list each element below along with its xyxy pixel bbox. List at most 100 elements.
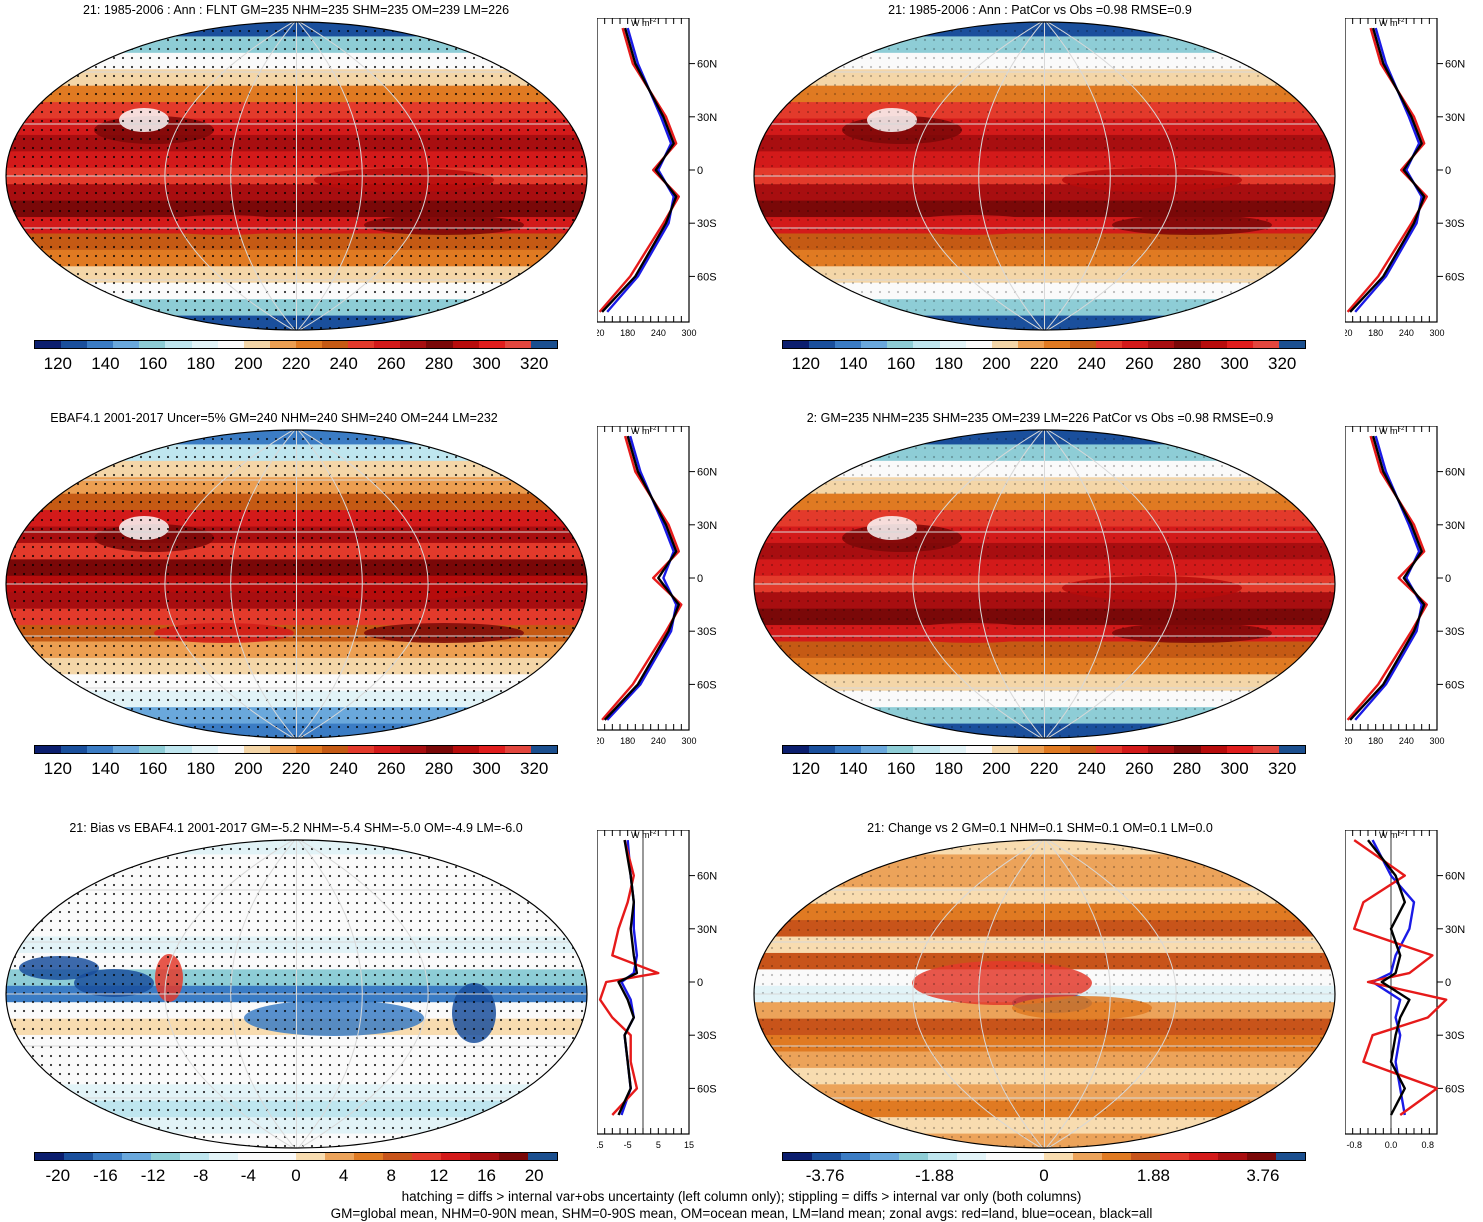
zonal-x-tick-label: 240	[651, 736, 666, 746]
zonal-x-tick-label: -5	[624, 1140, 632, 1150]
map-outline	[753, 21, 1336, 331]
colorbar-swatch	[35, 341, 62, 348]
zonal-series-all	[603, 435, 681, 721]
colorbar-tick-label: 180	[934, 759, 963, 778]
zonal-unit-label: W m	[631, 830, 650, 840]
colorbar-tick-label: 200	[982, 759, 1011, 778]
zonal-x-tick-label: 120	[1345, 736, 1353, 746]
colorbar-swatch	[452, 341, 479, 348]
colorbar-swatch	[1276, 1153, 1305, 1160]
zonal-series-land	[1352, 839, 1448, 1116]
map-outline	[5, 429, 588, 739]
panel-title: 21: 1985-2006 : Ann : PatCor vs Obs =0.9…	[888, 3, 1192, 17]
zonal-mean-plot: W m-2 60N 30N 0 30S 60S 120 180 240 300	[1345, 426, 1465, 746]
colorbar-tick-label: 140	[839, 354, 868, 373]
colorbar-swatch	[191, 746, 218, 753]
zonal-x-tick-label: 120	[1345, 328, 1353, 338]
colorbar-tick-label: -8	[193, 1166, 209, 1185]
colorbar-swatch	[1252, 341, 1279, 348]
colorbar-swatch	[939, 746, 966, 753]
colorbar-swatch	[426, 746, 453, 753]
colorbar-tick-label: 120	[791, 354, 820, 373]
colorbar-tick-label: 320	[519, 759, 549, 778]
colorbar-tick-label: 20	[524, 1166, 544, 1185]
zonal-series-all	[1349, 27, 1426, 313]
colorbar-tick-label: 160	[886, 354, 916, 373]
zonal-mean-plot: W m -2 60N 30N 0 30S 60S -0.8 0.0 0.8	[1345, 830, 1465, 1150]
world-map	[5, 429, 588, 739]
colorbar-tick-label: 260	[377, 759, 406, 778]
zonal-series-all	[617, 839, 639, 1116]
colorbar-tick-label: 140	[839, 759, 868, 778]
colorbar-swatch	[809, 746, 836, 753]
colorbar-swatch	[243, 341, 270, 348]
colorbar-swatch	[1148, 341, 1175, 348]
colorbar-tick-label: 320	[1267, 759, 1297, 778]
colorbar-tick-label: 180	[934, 354, 963, 373]
zonal-lat-label: 0	[1445, 165, 1451, 177]
colorbar-tick-label: 240	[1077, 354, 1106, 373]
colorbar-tick-label: 120	[43, 759, 72, 778]
panel-title: 21: 1985-2006 : Ann : FLNT GM=235 NHM=23…	[82, 3, 510, 17]
colorbar-swatch	[965, 341, 992, 348]
colorbar-swatch	[783, 1153, 812, 1160]
colorbar-swatch	[1174, 746, 1201, 753]
colorbar-swatch	[957, 1153, 986, 1160]
world-map	[5, 839, 588, 1149]
colorbar-tick-label: 0	[1039, 1166, 1049, 1185]
colorbar-swatch	[1278, 341, 1305, 348]
zonal-lat-label: 60S	[697, 679, 717, 691]
colorbar-swatch	[348, 341, 375, 348]
colorbar-swatch	[835, 746, 862, 753]
colorbar-tick-label: 140	[91, 354, 120, 373]
colorbar-tick-label: 280	[424, 759, 454, 778]
zonal-lat-label: 30N	[1445, 924, 1465, 936]
zonal-unit-label: W m	[631, 426, 650, 436]
colorbar-swatch	[238, 1153, 267, 1160]
zonal-lat-label: 30N	[1445, 520, 1465, 532]
colorbar-tick-label: 280	[1172, 354, 1202, 373]
colorbar-swatch	[35, 1153, 64, 1160]
colorbar-swatch	[835, 341, 862, 348]
colorbar-swatch	[322, 746, 349, 753]
zonal-lat-label: 30S	[697, 218, 717, 230]
colorbar-swatch	[1102, 1153, 1131, 1160]
colorbar-tick-label: -20	[45, 1166, 71, 1185]
colorbar-swatch	[1226, 341, 1253, 348]
zonal-unit-superscript: -2	[651, 426, 657, 432]
zonal-unit-superscript: -2	[1399, 18, 1405, 24]
colorbar-swatch	[991, 746, 1018, 753]
colorbar-swatch	[139, 746, 166, 753]
zonal-unit-superscript: -2	[651, 18, 657, 24]
colorbar-tick-label: 320	[519, 354, 549, 373]
colorbar-tick-label: 220	[1029, 354, 1059, 373]
colorbar-swatch	[1189, 1153, 1218, 1160]
zonal-x-tick-label: 300	[681, 328, 696, 338]
zonal-x-tick-label: 15	[684, 1140, 694, 1150]
colorbar-swatch	[61, 341, 88, 348]
zonal-lat-label: 0	[697, 573, 703, 585]
zonal-series-all	[1349, 435, 1426, 721]
colorbar-swatch	[1131, 1153, 1160, 1160]
zonal-unit-superscript: -2	[651, 830, 657, 836]
colorbar-tick-label: 300	[472, 759, 501, 778]
colorbar-swatch	[139, 341, 166, 348]
colorbar-swatch	[122, 1153, 151, 1160]
panel-title: EBAF4.1 2001-2017 Uncer=5% GM=240 NHM=24…	[50, 411, 498, 425]
zonal-lat-label: 30S	[1445, 626, 1465, 638]
colorbar-swatch	[452, 746, 479, 753]
zonal-x-tick-label: 300	[1429, 328, 1444, 338]
colorbar-swatch	[1218, 1153, 1247, 1160]
zonal-series-land	[598, 839, 660, 1116]
world-map	[753, 429, 1336, 739]
colorbar-swatch	[1252, 746, 1279, 753]
colorbar-tick-label: 260	[377, 354, 406, 373]
zonal-lat-label: 60N	[697, 59, 717, 71]
colorbar-tick-label: 260	[1125, 354, 1154, 373]
colorbar-swatch	[783, 341, 810, 348]
colorbar-swatch	[325, 1153, 354, 1160]
zonal-lat-label: 30S	[697, 1030, 717, 1042]
colorbar-swatch	[939, 341, 966, 348]
colorbar-tick-label: 200	[982, 354, 1011, 373]
zonal-mean-plot: W m-2 60N 30N 0 30S 60S -15 -5 5 15	[597, 830, 717, 1150]
